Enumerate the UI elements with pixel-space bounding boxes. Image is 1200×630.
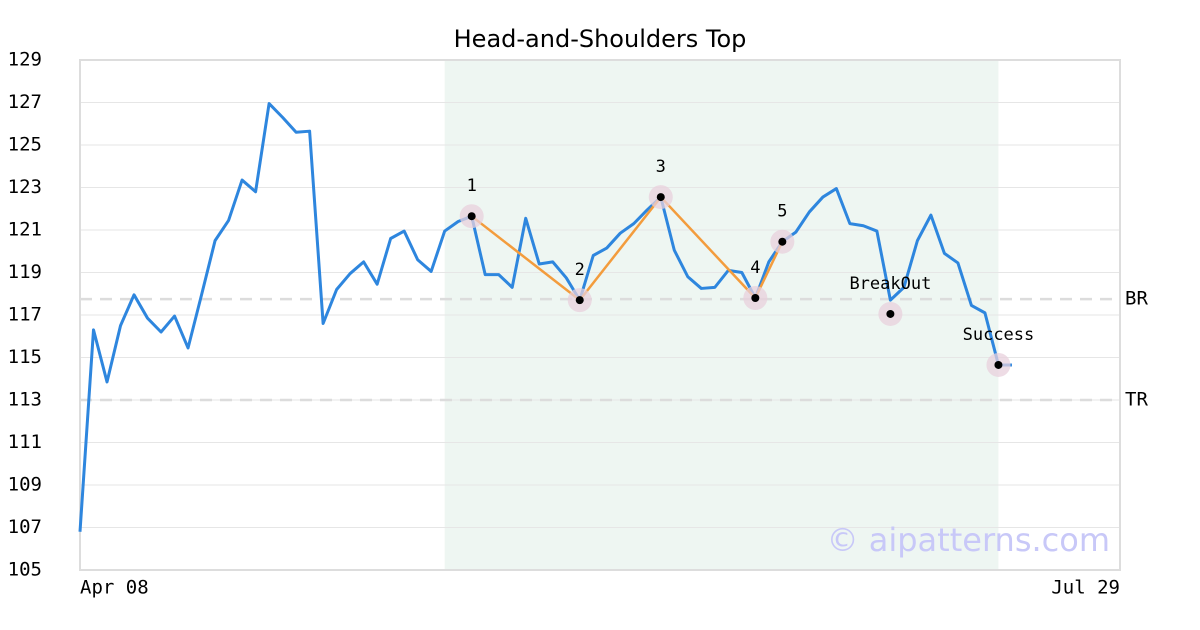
y-tick-label: 127 — [8, 91, 42, 113]
watermark: © aipatterns.com — [827, 521, 1110, 559]
pattern-label: 4 — [750, 258, 760, 278]
y-tick-label: 115 — [8, 346, 42, 368]
price-line — [78, 102, 1012, 532]
pattern-marker — [751, 294, 760, 302]
y-tick-label: 121 — [8, 219, 42, 241]
y-tick-label: 117 — [8, 304, 42, 326]
pattern-marker — [575, 296, 584, 305]
chart-title: Head-and-Shoulders Top — [454, 25, 747, 53]
pattern-marker — [886, 309, 895, 318]
pattern-marker — [778, 237, 787, 246]
pattern-label: Success — [963, 325, 1035, 345]
pattern-marker — [467, 212, 476, 221]
pattern-marker — [994, 360, 1003, 369]
x-tick-label: Apr 08 — [80, 577, 149, 599]
y-tick-label: 129 — [8, 49, 42, 71]
y-tick-label: 107 — [8, 516, 42, 538]
y-tick-label: 111 — [8, 431, 42, 453]
reference-label: BR — [1125, 288, 1148, 310]
pattern-label: 2 — [575, 260, 585, 280]
y-tick-label: 125 — [8, 134, 42, 156]
y-tick-label: 113 — [8, 389, 42, 411]
pattern-marker — [656, 193, 665, 202]
y-tick-label: 119 — [8, 261, 42, 283]
pattern-label: 1 — [467, 176, 477, 196]
pattern-label: 3 — [656, 157, 666, 177]
pattern-label: BreakOut — [849, 274, 931, 294]
x-tick-label: Jul 29 — [1051, 577, 1120, 599]
plot-frame — [79, 59, 1121, 571]
y-tick-label: 109 — [8, 474, 42, 496]
y-tick-label: 123 — [8, 176, 42, 198]
y-tick-label: 105 — [8, 559, 42, 581]
pattern-label: 5 — [777, 202, 787, 222]
reference-label: TR — [1125, 389, 1148, 411]
